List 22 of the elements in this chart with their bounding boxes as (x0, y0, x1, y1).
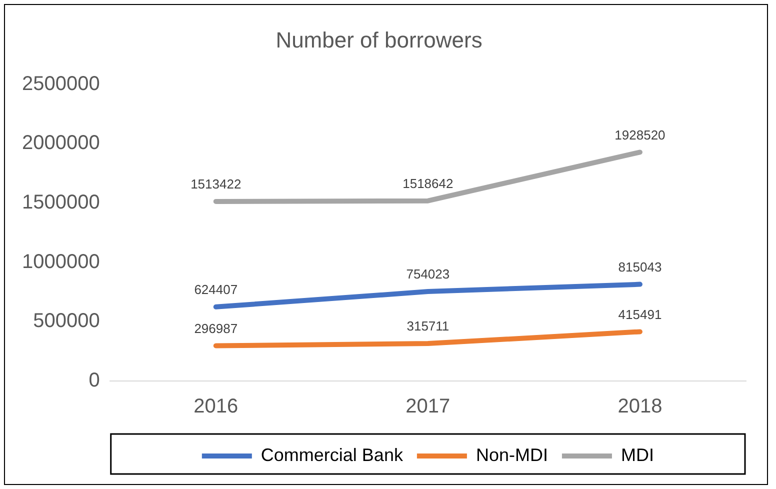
legend-label: MDI (620, 444, 654, 465)
data-label: 296987 (194, 320, 238, 336)
chart-title: Number of borrowers (276, 27, 482, 52)
x-tick-label: 2017 (406, 396, 450, 418)
y-tick-label: 2500000 (22, 72, 100, 95)
y-tick-label: 1500000 (22, 192, 100, 214)
x-tick-label: 2016 (194, 396, 238, 418)
data-label: 1518642 (402, 176, 454, 191)
data-label: 1928520 (614, 127, 666, 142)
y-tick-label: 0 (88, 370, 100, 392)
y-tick-label: 2000000 (22, 132, 100, 154)
y-tick-label: 500000 (33, 310, 100, 332)
data-label: 754023 (406, 266, 450, 282)
data-label: 415491 (618, 306, 662, 322)
x-tick-label: 2018 (618, 396, 662, 418)
y-tick-label: 1000000 (22, 250, 100, 273)
data-label: 315711 (406, 318, 450, 334)
legend-label: Commercial Bank (260, 444, 404, 465)
legend-label: Non-MDI (476, 444, 548, 465)
data-label: 815043 (618, 259, 662, 274)
data-label: 624407 (194, 282, 238, 297)
data-label: 1513422 (190, 176, 242, 192)
